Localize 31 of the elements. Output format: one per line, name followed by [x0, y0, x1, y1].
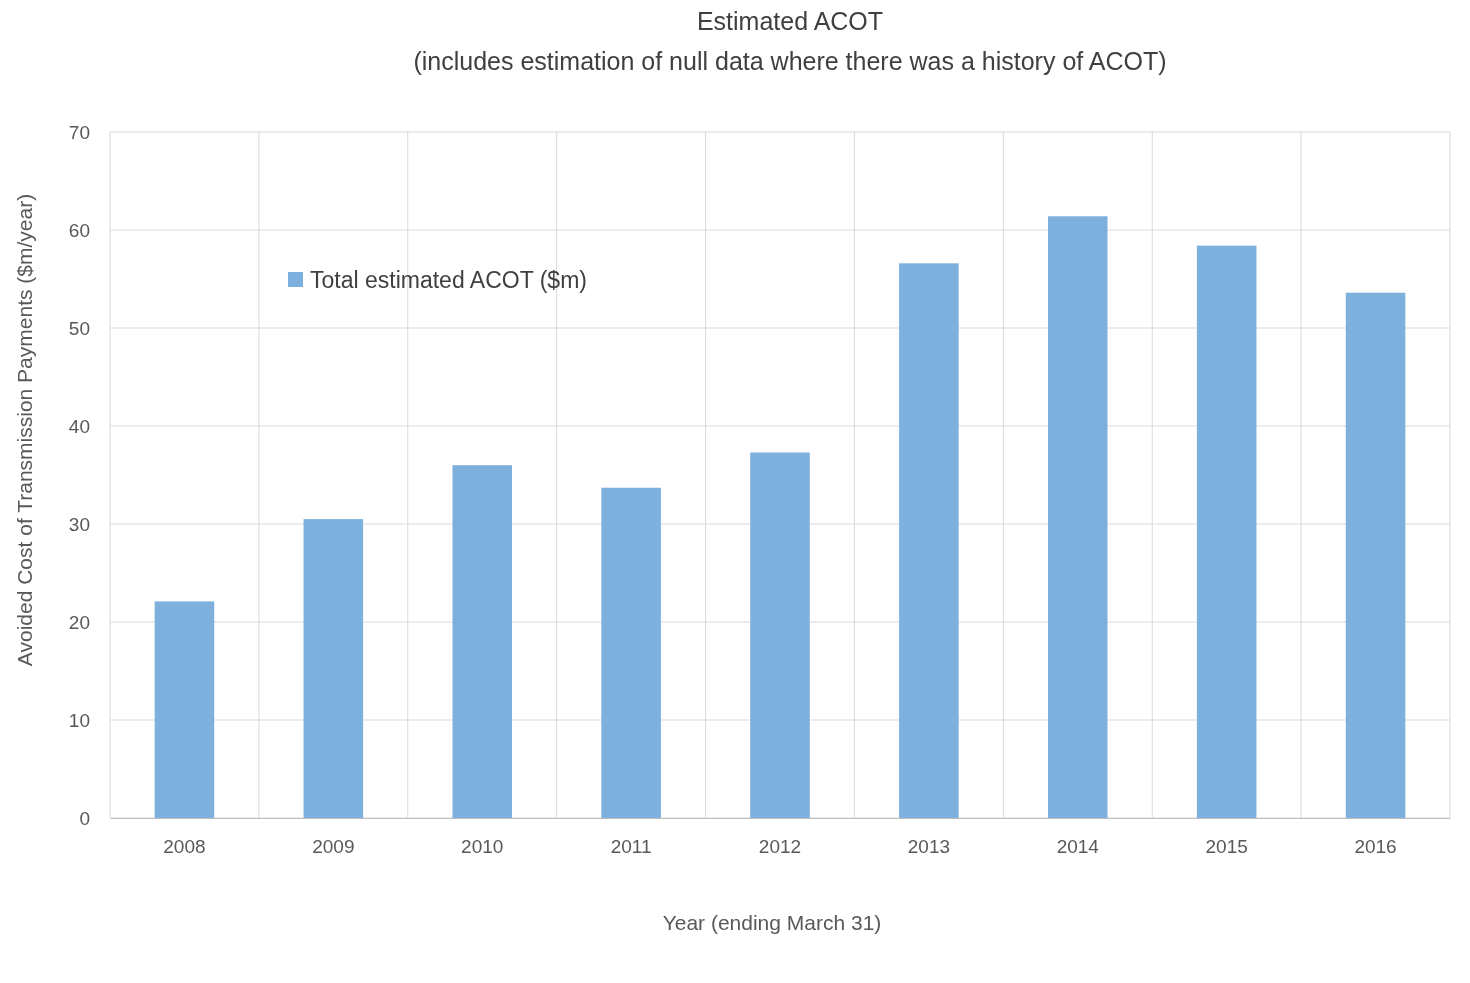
x-tick-label: 2010 — [461, 836, 504, 858]
bar — [601, 487, 661, 818]
y-tick-label: 20 — [68, 611, 90, 633]
x-tick-label: 2011 — [610, 836, 652, 858]
y-tick-label: 70 — [68, 121, 90, 143]
x-tick-label: 2015 — [1205, 836, 1248, 858]
bar — [1345, 292, 1406, 818]
bar — [899, 263, 959, 818]
y-tick-label: 40 — [68, 415, 90, 437]
bar — [1048, 216, 1108, 818]
y-tick-label: 50 — [68, 317, 90, 339]
bar — [452, 465, 512, 818]
y-tick-label: 10 — [68, 709, 90, 731]
y-tick-label: 30 — [68, 513, 90, 535]
y-axis-title: Avoided Cost of Transmission Payments ($m/year) — [13, 193, 36, 667]
x-tick-label: 2016 — [1354, 836, 1397, 858]
y-tick-label: 60 — [68, 219, 90, 241]
bar — [154, 601, 215, 818]
y-tick-label: 0 — [79, 807, 90, 829]
legend-label: Total estimated ACOT ($m) — [310, 267, 587, 294]
bar — [750, 452, 810, 818]
x-tick-label: 2009 — [312, 836, 355, 858]
x-tick-label: 2012 — [758, 836, 802, 858]
x-tick-label: 2013 — [907, 836, 951, 858]
chart-subtitle: (includes estimation of null data where there was a history of ACOT) — [413, 47, 1167, 75]
x-tick-label: 2008 — [163, 836, 206, 858]
x-tick-label: 2014 — [1056, 836, 1100, 858]
bar — [303, 519, 364, 818]
x-axis-title: Year (ending March 31) — [662, 911, 882, 934]
bar — [1196, 245, 1257, 818]
chart-title: Estimated ACOT — [696, 7, 884, 35]
